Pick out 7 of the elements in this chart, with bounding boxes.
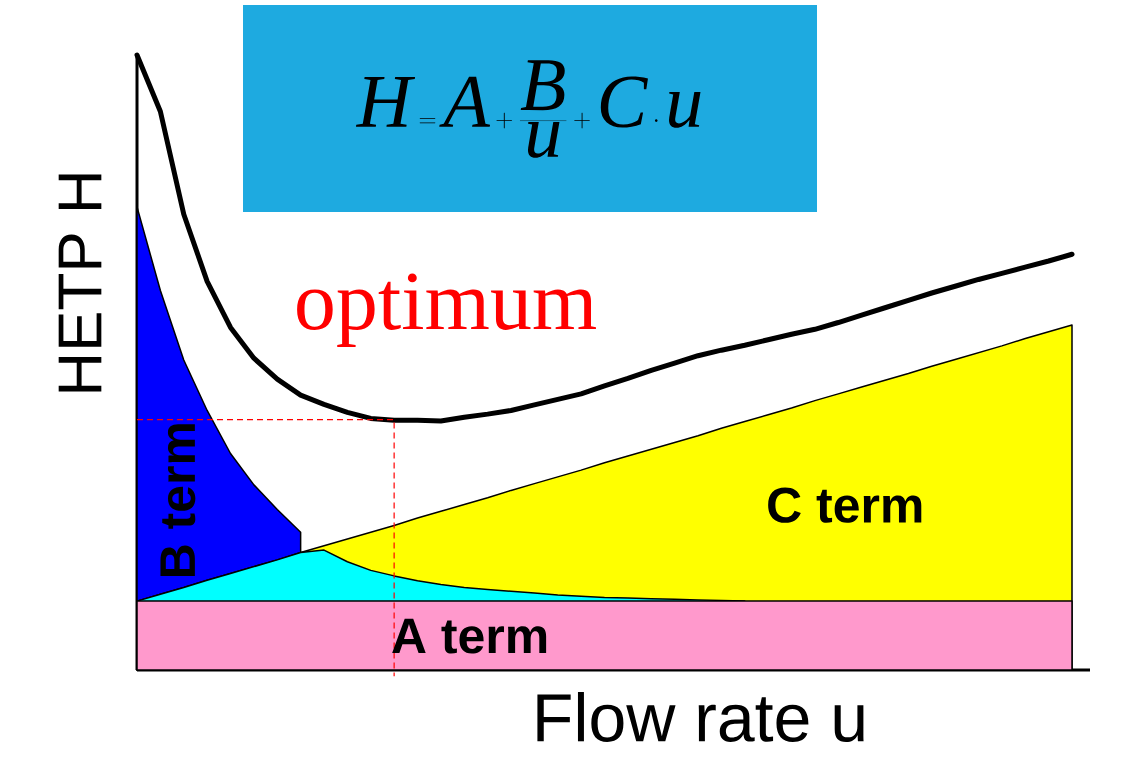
- series-label: A term: [392, 618, 547, 654]
- series-label: B term: [160, 424, 196, 577]
- x-axis-title: Flow rate u: [537, 692, 864, 742]
- annotation: $\mathit{H}=\mathit{A}+\frac{\mathit{B}}{\mathit{u}}+\mathit{C}\cdot\mathit{u}$: [355, 60, 701, 158]
- y-axis-title: HETP H: [58, 174, 102, 392]
- series-label: C term: [768, 487, 922, 523]
- annotation: optimum: [297, 273, 596, 347]
